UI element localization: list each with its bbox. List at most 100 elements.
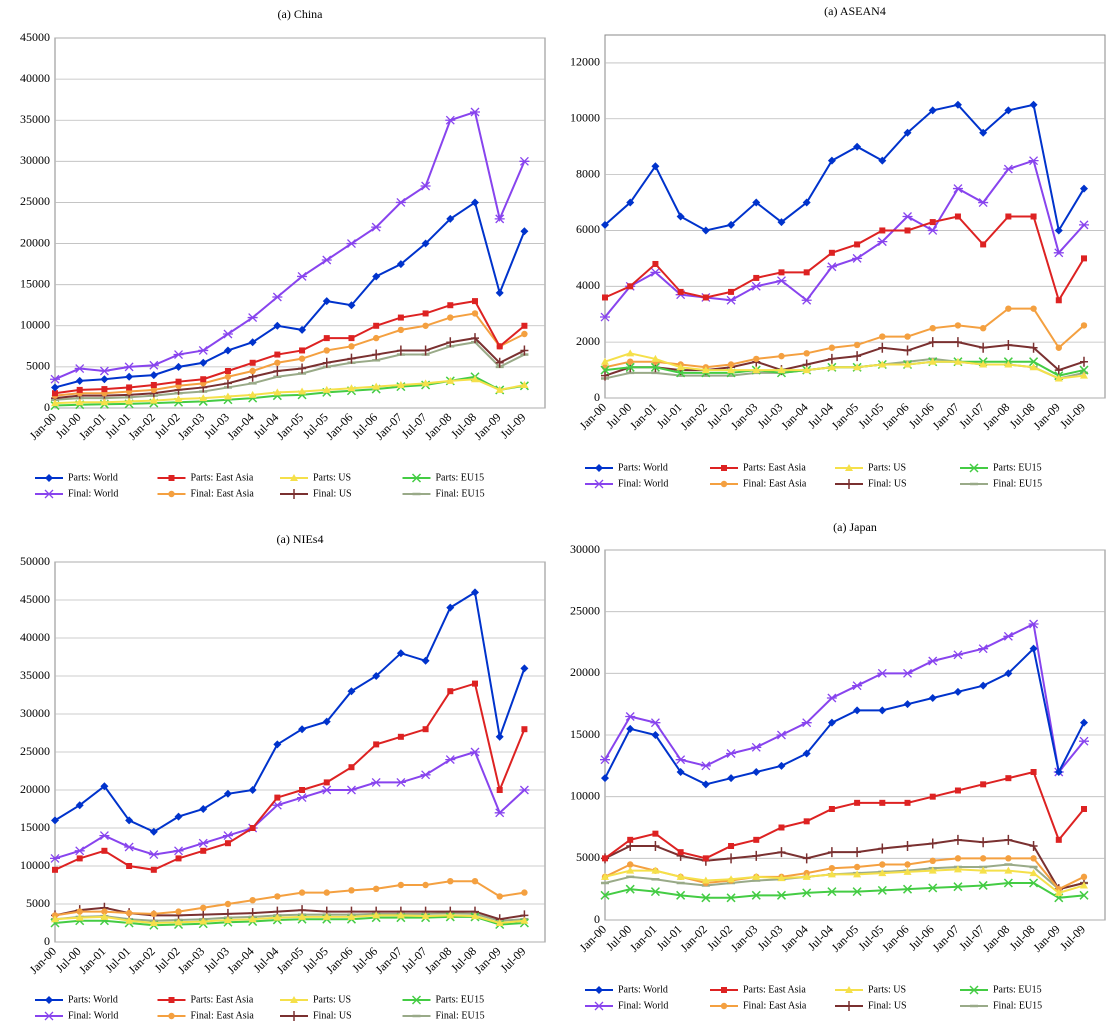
marker <box>625 884 635 894</box>
marker <box>979 681 988 690</box>
marker <box>752 366 761 374</box>
marker <box>372 334 380 342</box>
marker <box>422 322 429 329</box>
marker <box>601 774 609 783</box>
marker <box>720 1002 728 1010</box>
marker <box>248 338 257 347</box>
marker <box>854 241 861 248</box>
marker <box>677 849 684 856</box>
x-tick-label: Jan-00 <box>27 944 60 977</box>
marker <box>904 333 911 340</box>
marker <box>626 198 635 207</box>
marker <box>52 866 58 873</box>
marker <box>199 394 208 402</box>
marker <box>396 649 405 658</box>
x-tick-label: Jan-02 <box>677 400 710 433</box>
marker <box>470 107 480 117</box>
x-tick-label: Jan-09 <box>1030 922 1063 955</box>
marker <box>445 115 456 125</box>
marker <box>126 384 133 391</box>
marker <box>726 295 737 305</box>
marker <box>322 717 331 726</box>
marker <box>627 836 634 843</box>
marker <box>50 374 60 384</box>
marker <box>727 853 736 864</box>
marker <box>853 142 862 151</box>
x-tick-label: Jan-03 <box>728 922 761 955</box>
marker <box>601 872 609 880</box>
marker <box>347 384 356 392</box>
marker <box>273 366 282 376</box>
marker <box>753 274 760 281</box>
marker <box>600 890 610 900</box>
marker <box>299 347 306 354</box>
marker <box>751 281 762 291</box>
x-tick-label: Jan-01 <box>627 922 660 955</box>
marker <box>126 863 133 869</box>
marker <box>248 915 257 923</box>
series-line <box>604 215 1085 303</box>
marker <box>953 834 962 845</box>
marker <box>521 330 528 338</box>
marker <box>652 830 659 837</box>
legend-label: Final: US <box>868 478 907 489</box>
marker <box>600 755 610 765</box>
marker <box>223 915 232 923</box>
marker <box>676 212 685 221</box>
marker <box>125 816 134 825</box>
marker <box>953 865 962 873</box>
marker <box>521 889 528 896</box>
series-line <box>54 590 526 833</box>
marker <box>51 383 59 392</box>
marker <box>101 386 108 393</box>
marker <box>274 794 281 801</box>
marker <box>520 227 529 236</box>
marker <box>223 378 232 389</box>
marker <box>652 260 659 267</box>
marker <box>298 387 307 395</box>
marker <box>200 904 207 911</box>
marker <box>1005 213 1012 220</box>
marker <box>223 346 232 355</box>
marker <box>845 986 853 993</box>
y-tick-label: 0 <box>594 390 600 404</box>
marker <box>1004 834 1013 845</box>
marker <box>928 838 937 849</box>
y-tick-label: 45000 <box>20 592 50 606</box>
series-line <box>54 110 526 381</box>
marker <box>952 184 963 194</box>
legend-label: Final: World <box>68 1010 118 1021</box>
series-line <box>604 307 1085 369</box>
marker <box>1004 669 1013 678</box>
marker <box>397 314 404 321</box>
marker <box>411 473 422 483</box>
marker <box>397 733 404 740</box>
marker <box>290 996 298 1003</box>
marker <box>1079 718 1088 727</box>
marker <box>199 917 208 925</box>
legend-label: Final: World <box>618 1000 668 1011</box>
marker <box>928 106 937 115</box>
marker <box>100 782 109 791</box>
marker <box>223 392 232 400</box>
y-tick-label: 4000 <box>576 278 600 292</box>
legend-label: Final: EU15 <box>993 478 1042 489</box>
legend-label: Parts: East Asia <box>743 462 806 473</box>
series-line <box>604 838 1085 891</box>
marker <box>827 363 836 371</box>
marker <box>1005 775 1012 782</box>
marker <box>776 890 787 900</box>
marker <box>348 335 355 342</box>
marker <box>149 827 158 836</box>
marker <box>346 785 357 795</box>
marker <box>753 355 760 363</box>
marker <box>676 363 685 371</box>
marker <box>928 337 937 348</box>
marker <box>627 283 634 290</box>
x-tick-label: Jan-07 <box>372 944 405 977</box>
marker <box>150 386 158 394</box>
marker <box>447 878 454 885</box>
marker <box>168 1012 175 1020</box>
marker <box>372 382 381 390</box>
marker <box>371 777 382 787</box>
